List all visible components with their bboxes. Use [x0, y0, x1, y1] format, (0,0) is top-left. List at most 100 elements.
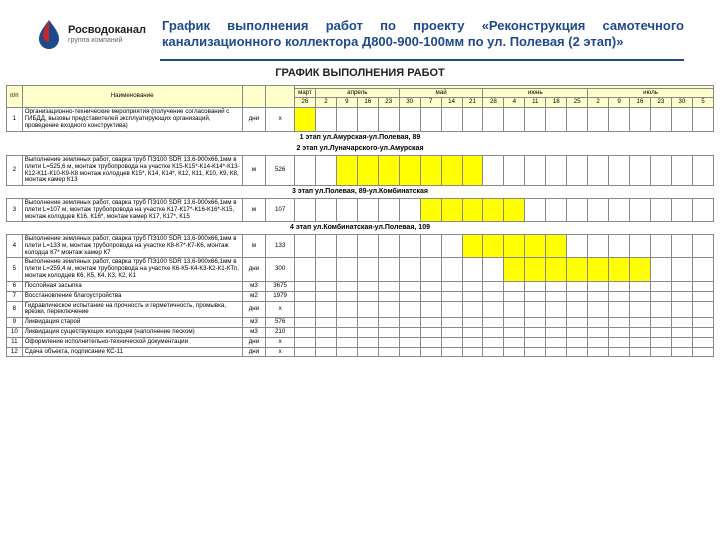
- cell-qty: 210: [266, 327, 295, 337]
- table-row: 4Выполнение земляных работ, сварка труб …: [7, 235, 714, 258]
- cell-name: Выполнение земляных работ, сварка труб П…: [22, 155, 242, 185]
- day-header: 28: [483, 98, 504, 108]
- day-header: 25: [567, 98, 588, 108]
- gantt-cell: [525, 281, 546, 291]
- cell-name: Восстановление благоустройства: [22, 291, 242, 301]
- gantt-cell: [504, 108, 525, 131]
- cell-unit: м3: [242, 327, 266, 337]
- stage-title-row: 4 этап ул.Комбинатская-ул.Полевая, 109: [7, 222, 714, 235]
- gantt-cell: [650, 301, 671, 318]
- cell-num: 7: [7, 291, 23, 301]
- gantt-cell: [504, 198, 525, 221]
- gantt-cell: [609, 291, 630, 301]
- gantt-cell: [567, 235, 588, 258]
- gantt-cell: [336, 291, 357, 301]
- cell-name: Выполнение земляных работ, сварка труб П…: [22, 258, 242, 281]
- cell-unit: м3: [242, 281, 266, 291]
- gantt-cell: [504, 347, 525, 357]
- gantt-cell: [295, 235, 316, 258]
- gantt-cell: [378, 258, 399, 281]
- gantt-cell: [441, 327, 462, 337]
- gantt-cell: [588, 281, 609, 291]
- gantt-cell: [336, 337, 357, 347]
- gantt-cell: [588, 198, 609, 221]
- gantt-cell: [295, 318, 316, 328]
- gantt-cell: [483, 281, 504, 291]
- gantt-cell: [588, 155, 609, 185]
- gantt-cell: [504, 327, 525, 337]
- cell-qty: 576: [266, 318, 295, 328]
- gantt-cell: [315, 347, 336, 357]
- logo-icon: [36, 18, 62, 50]
- table-row: 6Послойная засыпкам33675: [7, 281, 714, 291]
- gantt-cell: [609, 198, 630, 221]
- gantt-cell: [650, 155, 671, 185]
- gantt-cell: [609, 108, 630, 131]
- gantt-cell: [315, 327, 336, 337]
- gantt-cell: [650, 235, 671, 258]
- day-header: 30: [671, 98, 692, 108]
- gantt-cell: [692, 301, 713, 318]
- gantt-cell: [609, 281, 630, 291]
- stage-title: 3 этап ул.Полевая, 89-ул.Комбинатская: [7, 186, 714, 199]
- gantt-cell: [630, 347, 651, 357]
- gantt-cell: [567, 347, 588, 357]
- month-5: июль: [588, 88, 714, 98]
- gantt-cell: [525, 327, 546, 337]
- table-row: 11Оформление исполнительно-технической д…: [7, 337, 714, 347]
- gantt-cell: [441, 198, 462, 221]
- gantt-cell: [462, 337, 483, 347]
- gantt-cell: [650, 258, 671, 281]
- gantt-cell: [399, 291, 420, 301]
- month-2: апрель: [315, 88, 399, 98]
- gantt-cell: [630, 235, 651, 258]
- gantt-cell: [504, 318, 525, 328]
- gantt-cell: [630, 281, 651, 291]
- gantt-cell: [399, 281, 420, 291]
- gantt-cell: [504, 235, 525, 258]
- gantt-cell: [295, 108, 316, 131]
- gantt-cell: [399, 301, 420, 318]
- gantt-cell: [378, 235, 399, 258]
- gantt-cell: [567, 198, 588, 221]
- gantt-cell: [546, 155, 567, 185]
- stage-title-row: 3 этап ул.Полевая, 89-ул.Комбинатская: [7, 186, 714, 199]
- gantt-cell: [609, 301, 630, 318]
- gantt-cell: [588, 301, 609, 318]
- gantt-cell: [504, 281, 525, 291]
- day-header: 9: [609, 98, 630, 108]
- gantt-cell: [378, 155, 399, 185]
- gantt-cell: [357, 108, 378, 131]
- cell-unit: дни: [242, 337, 266, 347]
- col-name: Наименование: [22, 85, 242, 108]
- cell-name: Ликвидация существующих колодцев (наполн…: [22, 327, 242, 337]
- cell-num: 2: [7, 155, 23, 185]
- day-header: 16: [630, 98, 651, 108]
- stage-title-row: 1 этап ул.Амурская-ул.Полевая, 89: [7, 131, 714, 143]
- gantt-cell: [462, 301, 483, 318]
- cell-unit: м2: [242, 291, 266, 301]
- day-header: 5: [692, 98, 713, 108]
- gantt-cell: [692, 155, 713, 185]
- gantt-cell: [588, 327, 609, 337]
- gantt-cell: [441, 318, 462, 328]
- gantt-cell: [441, 301, 462, 318]
- gantt-cell: [441, 347, 462, 357]
- gantt-cell: [525, 235, 546, 258]
- gantt-cell: [546, 337, 567, 347]
- gantt-cell: [295, 155, 316, 185]
- gantt-cell: [483, 347, 504, 357]
- cell-name: Ликвидация старой: [22, 318, 242, 328]
- cell-qty: 107: [266, 198, 295, 221]
- table-row: 3Выполнение земляных работ, сварка труб …: [7, 198, 714, 221]
- gantt-cell: [546, 318, 567, 328]
- gantt-cell: [609, 318, 630, 328]
- gantt-cell: [630, 155, 651, 185]
- logo-subtext: группа компаний: [68, 37, 146, 44]
- gantt-cell: [650, 108, 671, 131]
- gantt-cell: [546, 301, 567, 318]
- gantt-cell: [378, 291, 399, 301]
- gantt-cell: [525, 198, 546, 221]
- gantt-cell: [315, 258, 336, 281]
- gantt-cell: [630, 327, 651, 337]
